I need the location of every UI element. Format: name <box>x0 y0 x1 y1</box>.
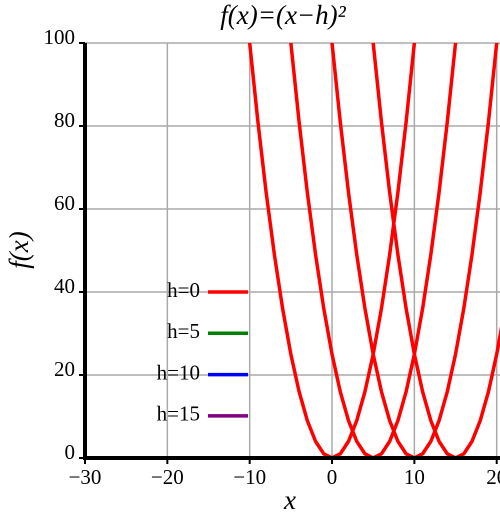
series-line <box>371 43 500 458</box>
legend-label: h=0 <box>167 278 200 302</box>
grid <box>84 42 500 459</box>
legend-label: h=15 <box>157 402 200 426</box>
x-tick-label: −20 <box>151 465 184 489</box>
axes: −30 −20 −10 0 10 20 0 20 40 60 80 100 <box>44 25 500 489</box>
legend: h=0 h=5 h=10 h=15 <box>157 278 248 426</box>
series-line <box>330 43 499 458</box>
series-line <box>289 43 458 458</box>
series-line <box>247 43 417 458</box>
x-tick-label: −30 <box>69 465 102 489</box>
y-axis-label: f(x) <box>4 231 34 268</box>
y-tick-label: 40 <box>54 274 75 298</box>
x-axis-label: x <box>283 485 296 515</box>
y-tick-label: 100 <box>44 25 76 49</box>
y-tick-label: 80 <box>54 108 75 132</box>
x-tick-label: 0 <box>327 465 338 489</box>
y-tick-label: 0 <box>65 440 76 464</box>
x-tick-label: 20 <box>486 465 500 489</box>
y-tick-label: 20 <box>54 357 75 381</box>
chart-title: f(x)=(x−h)² <box>220 0 346 30</box>
plot-lines <box>247 43 500 458</box>
legend-label: h=10 <box>157 360 200 384</box>
y-tick-label: 60 <box>54 191 75 215</box>
legend-label: h=5 <box>167 319 200 343</box>
x-tick-label: −10 <box>233 465 266 489</box>
x-tick-label: 10 <box>404 465 425 489</box>
